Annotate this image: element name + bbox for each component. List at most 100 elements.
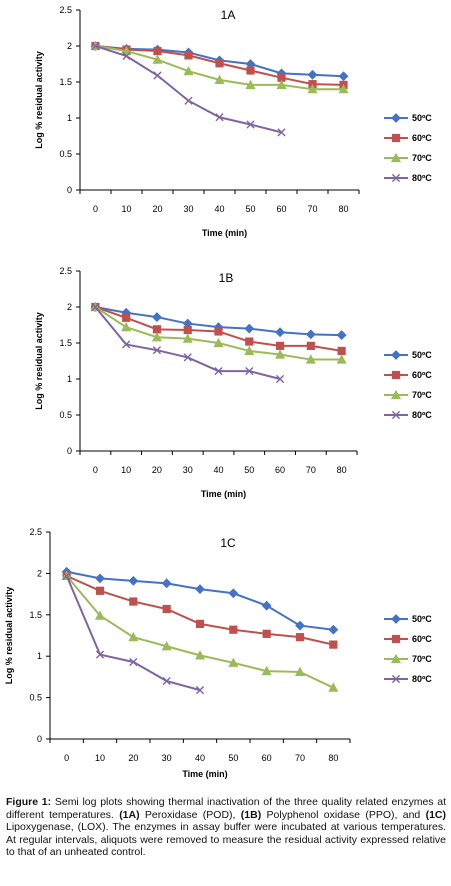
legend-label: 60ºC	[412, 634, 432, 644]
legend-swatch-marker	[391, 173, 401, 183]
x-tick-label: 40	[213, 465, 223, 475]
data-point	[275, 341, 285, 350]
data-point	[214, 366, 223, 376]
data-point	[152, 312, 162, 322]
data-point	[129, 597, 138, 606]
x-tick-label: 70	[295, 753, 305, 763]
legend-swatch-marker	[390, 653, 402, 664]
legend-swatch-marker	[391, 674, 401, 684]
data-point	[161, 641, 172, 651]
series-70c	[90, 40, 349, 94]
data-point	[195, 686, 205, 695]
legend-label: 60ºC	[412, 133, 432, 143]
x-tick-label: 20	[152, 204, 162, 214]
data-point	[152, 54, 163, 64]
legend-label: 50ºC	[412, 614, 432, 624]
data-point	[261, 600, 272, 611]
y-tick-label: 1.5	[29, 610, 42, 620]
x-tick-label: 30	[162, 753, 172, 763]
data-point	[305, 354, 316, 364]
x-tick-label: 30	[183, 465, 193, 475]
data-point	[336, 330, 347, 340]
y-tick-label: 0	[67, 446, 72, 456]
data-point	[328, 624, 339, 635]
legend-label: 60ºC	[412, 370, 432, 380]
legend-label: 50ºC	[412, 350, 432, 360]
x-tick-label: 50	[228, 753, 238, 763]
x-tick-label: 80	[337, 465, 347, 475]
y-tick-label: 2	[37, 568, 42, 578]
data-point	[152, 346, 162, 355]
y-axis-title: Log % residual activity	[4, 587, 14, 685]
x-tick-label: 80	[328, 753, 338, 763]
data-point	[152, 325, 162, 334]
y-tick-label: 0.5	[59, 410, 72, 420]
y-tick-label: 2.5	[59, 5, 72, 15]
data-point	[195, 619, 205, 629]
legend-swatch-marker	[391, 614, 401, 624]
legend-swatch-marker	[391, 634, 401, 644]
chart-1b: 0 0.5 1 1.5 2 2.5 0 10 20 30 40 50 60 70 80 1B Time (min…	[34, 266, 432, 499]
x-tick-label: 10	[121, 465, 131, 475]
x-tick-label: 70	[306, 465, 316, 475]
data-point	[295, 633, 305, 642]
data-point	[228, 657, 239, 667]
y-tick-label: 1	[37, 651, 42, 661]
legend-label: 80ºC	[412, 674, 432, 684]
y-tick-label: 1	[67, 113, 72, 123]
data-point	[121, 321, 132, 332]
data-point	[95, 573, 105, 584]
data-point	[128, 631, 139, 642]
data-point	[275, 374, 285, 384]
data-point	[275, 349, 286, 359]
y-tick-label: 2	[67, 302, 72, 312]
data-point	[195, 584, 205, 595]
data-point	[215, 113, 224, 122]
data-point	[161, 578, 172, 589]
data-point	[215, 59, 224, 68]
y-axis-title: Log % residual activity	[34, 312, 44, 410]
legend-swatch-marker	[390, 152, 402, 163]
caption-label-1b: (1B)	[240, 808, 262, 821]
data-point	[214, 74, 225, 84]
data-point	[245, 366, 254, 376]
data-point	[95, 586, 105, 595]
caption-label-1a: (1A)	[119, 808, 140, 821]
data-point	[183, 65, 194, 76]
data-point	[261, 665, 272, 676]
data-point	[183, 325, 192, 335]
series-80c	[91, 302, 285, 384]
x-tick-label: 10	[95, 753, 105, 763]
legend-swatch-marker	[391, 370, 401, 380]
series-80c	[91, 41, 286, 137]
data-point	[328, 682, 339, 692]
y-tick-label: 1.5	[59, 338, 72, 348]
x-tick-label: 40	[195, 753, 205, 763]
panel-title: 1A	[221, 8, 236, 22]
data-point	[128, 575, 139, 586]
data-point	[183, 353, 192, 362]
data-point	[162, 676, 171, 686]
y-axis-title: Log % residual activity	[34, 51, 44, 149]
x-tick-label: 70	[307, 204, 317, 214]
data-point	[121, 45, 132, 56]
y-tick-label: 0	[67, 185, 72, 195]
data-point	[194, 650, 206, 660]
y-tick-label: 0.5	[59, 149, 72, 159]
y-tick-label: 0.5	[29, 693, 42, 703]
caption-text-1: Semi log plots showing thermal inactivat…	[6, 796, 447, 821]
data-point	[307, 69, 318, 80]
series-50c	[90, 302, 347, 340]
y-tick-label: 1	[67, 374, 72, 384]
data-point	[306, 341, 315, 350]
x-tick-label: 0	[93, 204, 98, 214]
series-80c	[62, 571, 205, 695]
legend-swatch-marker	[390, 389, 402, 400]
x-tick-label: 40	[214, 204, 224, 214]
figure-label: Figure 1:	[6, 796, 52, 808]
x-tick-label: 50	[244, 465, 254, 475]
x-tick-label: 10	[121, 204, 131, 214]
data-point	[245, 337, 254, 346]
x-tick-label: 30	[183, 204, 193, 214]
figure-caption: Figure 1: Semi log plots showing thermal…	[6, 796, 446, 859]
